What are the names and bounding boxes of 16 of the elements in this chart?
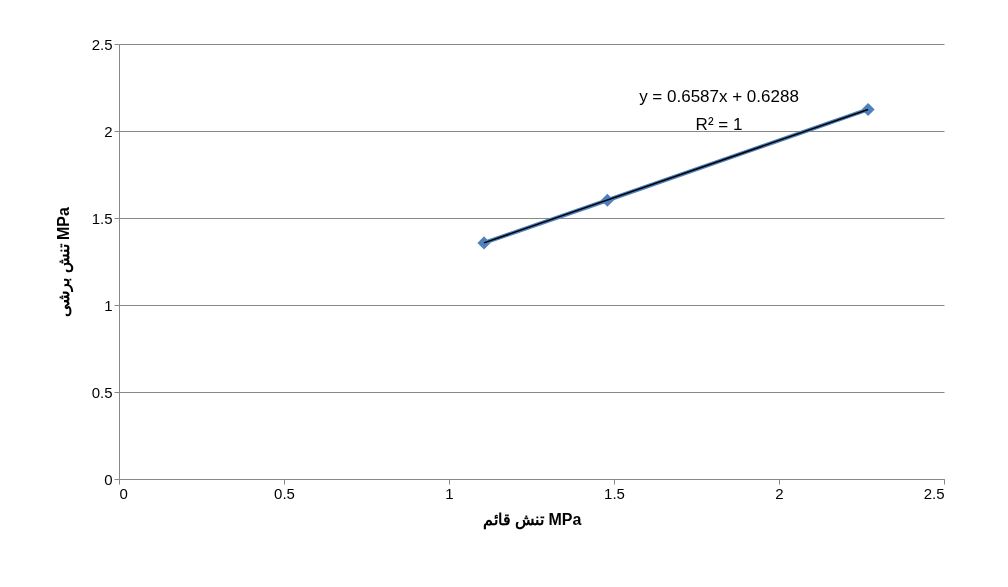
x-tick-label: 1.5 (604, 484, 625, 502)
y-tick-label: 1 (104, 296, 113, 314)
y-tick-label: 2.5 (91, 35, 113, 53)
y-tick-label: 2 (104, 122, 113, 140)
x-tick-label: 2 (775, 484, 784, 502)
annotation: R² = 1 (695, 115, 743, 134)
y-tick-label: 1.5 (91, 209, 113, 227)
x-tick-label: 2.5 (923, 484, 945, 502)
x-axis-title: تنش قائم MPa (482, 510, 582, 530)
annotation: y = 0.6587x + 0.6288 (639, 87, 799, 106)
x-tick-label: 0 (119, 484, 128, 502)
y-tick-label: 0.5 (91, 383, 113, 401)
y-tick-label: 0 (104, 470, 113, 488)
x-tick-label: 1 (445, 484, 454, 502)
y-axis-title: تنش برشی MPa (54, 207, 74, 317)
x-tick-label: 0.5 (274, 484, 295, 502)
